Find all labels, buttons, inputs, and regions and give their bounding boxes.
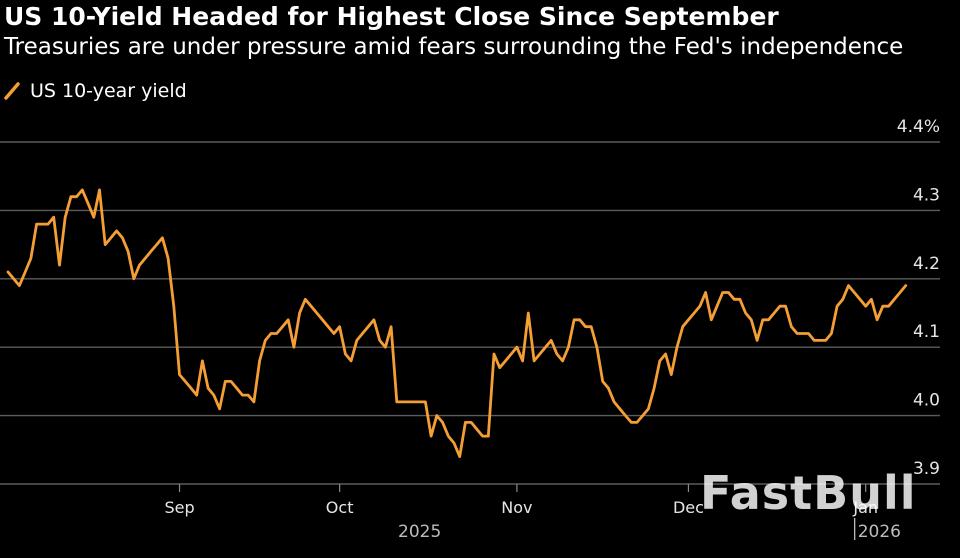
x-tick-label: Sep <box>164 498 194 517</box>
x-tick-label: Nov <box>501 498 532 517</box>
y-tick-label: 4.2 <box>913 254 940 274</box>
legend-line-icon <box>4 82 20 100</box>
x-tick-label: Jan <box>852 498 878 517</box>
legend-label: US 10-year yield <box>30 80 187 102</box>
series-line-us-10-year-yield <box>6 188 908 459</box>
year-label: 2026 <box>858 522 901 542</box>
x-tick-label: Dec <box>673 498 704 517</box>
chart-subtitle: Treasuries are under pressure amid fears… <box>4 34 904 60</box>
y-tick-label: 4.1 <box>913 322 940 342</box>
year-label: 2025 <box>398 522 441 542</box>
y-tick-label: 4.0 <box>913 391 940 411</box>
y-tick-label: 3.9 <box>913 459 940 479</box>
chart-title: US 10-Yield Headed for Highest Close Sin… <box>4 2 779 31</box>
x-tick-label: Oct <box>326 498 354 517</box>
y-tick-label: 4.4% <box>897 117 940 137</box>
watermark-logo: FastBull <box>700 466 917 520</box>
legend: US 10-year yield <box>4 78 187 104</box>
y-tick-label: 4.3 <box>913 185 940 205</box>
